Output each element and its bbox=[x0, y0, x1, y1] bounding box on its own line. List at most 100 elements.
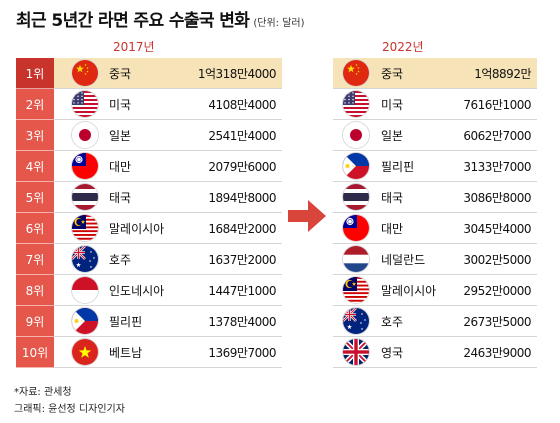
export-value: 3002만5000 bbox=[463, 252, 531, 267]
rank-label: 4위 bbox=[16, 151, 54, 182]
country-name: 중국 bbox=[381, 66, 404, 81]
country-name: 인도네시아 bbox=[109, 283, 165, 298]
table-row: 미국 7616만1000 bbox=[333, 89, 537, 120]
export-value: 1378만4000 bbox=[208, 314, 276, 329]
chart-title: 최근 5년간 라면 주요 수출국 변화 bbox=[16, 11, 250, 31]
uk-flag-icon bbox=[343, 339, 369, 365]
country-name: 필리핀 bbox=[381, 159, 415, 174]
table-row: 일본 6062만7000 bbox=[333, 120, 537, 151]
table-row: 9위 필리핀 1378만4000 bbox=[16, 306, 282, 337]
country-name: 태국 bbox=[109, 190, 132, 205]
table-row: 영국 2463만9000 bbox=[333, 337, 537, 368]
table-row: 8위 인도네시아 1447만1000 bbox=[16, 275, 282, 306]
export-value: 7616만1000 bbox=[463, 97, 531, 112]
export-value: 2673만5000 bbox=[463, 314, 531, 329]
country-name: 호주 bbox=[109, 252, 132, 267]
usa-flag-icon bbox=[72, 91, 98, 117]
table-row: 4위 대만 2079만6000 bbox=[16, 151, 282, 182]
footnotes: *자료: 관세청 그래픽: 윤선정 디자인기자 bbox=[14, 384, 125, 418]
country-name: 호주 bbox=[381, 314, 404, 329]
thailand-flag-icon bbox=[343, 184, 369, 210]
export-value: 2541만4000 bbox=[208, 128, 276, 143]
year-label-2017: 2017년 bbox=[113, 40, 155, 54]
export-value: 1637만2000 bbox=[208, 252, 276, 267]
rank-label: 8위 bbox=[16, 275, 54, 306]
table-2017: 1위 중국 1억318만4000 2위 미국 4108만4000 3위 일본 2541만4000… bbox=[16, 58, 282, 368]
rank-label: 6위 bbox=[16, 213, 54, 244]
table-row: 6위 말레이시아 1684만2000 bbox=[16, 213, 282, 244]
export-value: 3045만4000 bbox=[463, 221, 531, 236]
country-name: 일본 bbox=[109, 128, 132, 143]
country-name: 일본 bbox=[381, 128, 404, 143]
table-row: 중국 1억8892만 bbox=[333, 58, 537, 89]
arrow-right-icon bbox=[288, 200, 326, 232]
table-row: 3위 일본 2541만4000 bbox=[16, 120, 282, 151]
rank-label: 10위 bbox=[16, 337, 54, 368]
china-flag-icon bbox=[343, 60, 369, 86]
table-row: 대만 3045만4000 bbox=[333, 213, 537, 244]
country-name: 미국 bbox=[109, 97, 132, 112]
vietnam-flag-icon bbox=[72, 339, 98, 365]
china-flag-icon bbox=[72, 60, 98, 86]
usa-flag-icon bbox=[343, 91, 369, 117]
philippines-flag-icon bbox=[343, 153, 369, 179]
rank-label: 2위 bbox=[16, 89, 54, 120]
country-name: 대만 bbox=[381, 221, 404, 236]
australia-flag-icon bbox=[343, 308, 369, 334]
rank-label: 1위 bbox=[16, 58, 54, 89]
table-row: 말레이시아 2952만0000 bbox=[333, 275, 537, 306]
table-row: 필리핀 3133만7000 bbox=[333, 151, 537, 182]
country-name: 말레이시아 bbox=[109, 221, 165, 236]
table-row: 1위 중국 1억318만4000 bbox=[16, 58, 282, 89]
country-name: 영국 bbox=[381, 345, 404, 360]
year-label-2022: 2022년 bbox=[382, 40, 424, 54]
export-value: 1894만8000 bbox=[208, 190, 276, 205]
taiwan-flag-icon bbox=[72, 153, 98, 179]
export-value: 2079만6000 bbox=[208, 159, 276, 174]
table-row: 호주 2673만5000 bbox=[333, 306, 537, 337]
indonesia-flag-icon bbox=[72, 277, 98, 303]
country-name: 말레이시아 bbox=[381, 283, 437, 298]
rank-label: 7위 bbox=[16, 244, 54, 275]
netherlands-flag-icon bbox=[343, 246, 369, 272]
rank-label: 9위 bbox=[16, 306, 54, 337]
taiwan-flag-icon bbox=[343, 215, 369, 241]
thailand-flag-icon bbox=[72, 184, 98, 210]
title-row: 최근 5년간 라면 주요 수출국 변화 (단위: 달러) bbox=[16, 6, 305, 31]
malaysia-flag-icon bbox=[72, 215, 98, 241]
export-value: 1684만2000 bbox=[208, 221, 276, 236]
australia-flag-icon bbox=[72, 246, 98, 272]
export-value: 6062만7000 bbox=[463, 128, 531, 143]
table-row: 2위 미국 4108만4000 bbox=[16, 89, 282, 120]
export-value: 4108만4000 bbox=[208, 97, 276, 112]
table-row: 10위 베트남 1369만7000 bbox=[16, 337, 282, 368]
export-value: 1369만7000 bbox=[208, 345, 276, 360]
rank-label: 5위 bbox=[16, 182, 54, 213]
source-note: *자료: 관세청 bbox=[14, 387, 72, 398]
export-value: 3133만7000 bbox=[463, 159, 531, 174]
table-row: 태국 3086만8000 bbox=[333, 182, 537, 213]
export-value: 2952만0000 bbox=[463, 283, 531, 298]
table-row: 7위 호주 1637만2000 bbox=[16, 244, 282, 275]
country-name: 필리핀 bbox=[109, 314, 143, 329]
export-value: 1억8892만 bbox=[474, 66, 531, 81]
export-value: 1억318만4000 bbox=[197, 66, 277, 81]
malaysia-flag-icon bbox=[343, 277, 369, 303]
japan-flag-icon bbox=[343, 122, 369, 148]
philippines-flag-icon bbox=[72, 308, 98, 334]
export-value: 3086만8000 bbox=[463, 190, 531, 205]
unit-label: (단위: 달러) bbox=[253, 18, 305, 29]
export-value: 1447만1000 bbox=[208, 283, 276, 298]
country-name: 대만 bbox=[109, 159, 132, 174]
country-name: 베트남 bbox=[109, 345, 143, 360]
country-name: 미국 bbox=[381, 97, 404, 112]
japan-flag-icon bbox=[72, 122, 98, 148]
export-value: 2463만9000 bbox=[463, 345, 531, 360]
rank-label: 3위 bbox=[16, 120, 54, 151]
table-row: 5위 태국 1894만8000 bbox=[16, 182, 282, 213]
credit-note: 그래픽: 윤선정 디자인기자 bbox=[14, 404, 125, 415]
country-name: 태국 bbox=[381, 190, 404, 205]
table-row: 네덜란드 3002만5000 bbox=[333, 244, 537, 275]
country-name: 중국 bbox=[109, 66, 132, 81]
